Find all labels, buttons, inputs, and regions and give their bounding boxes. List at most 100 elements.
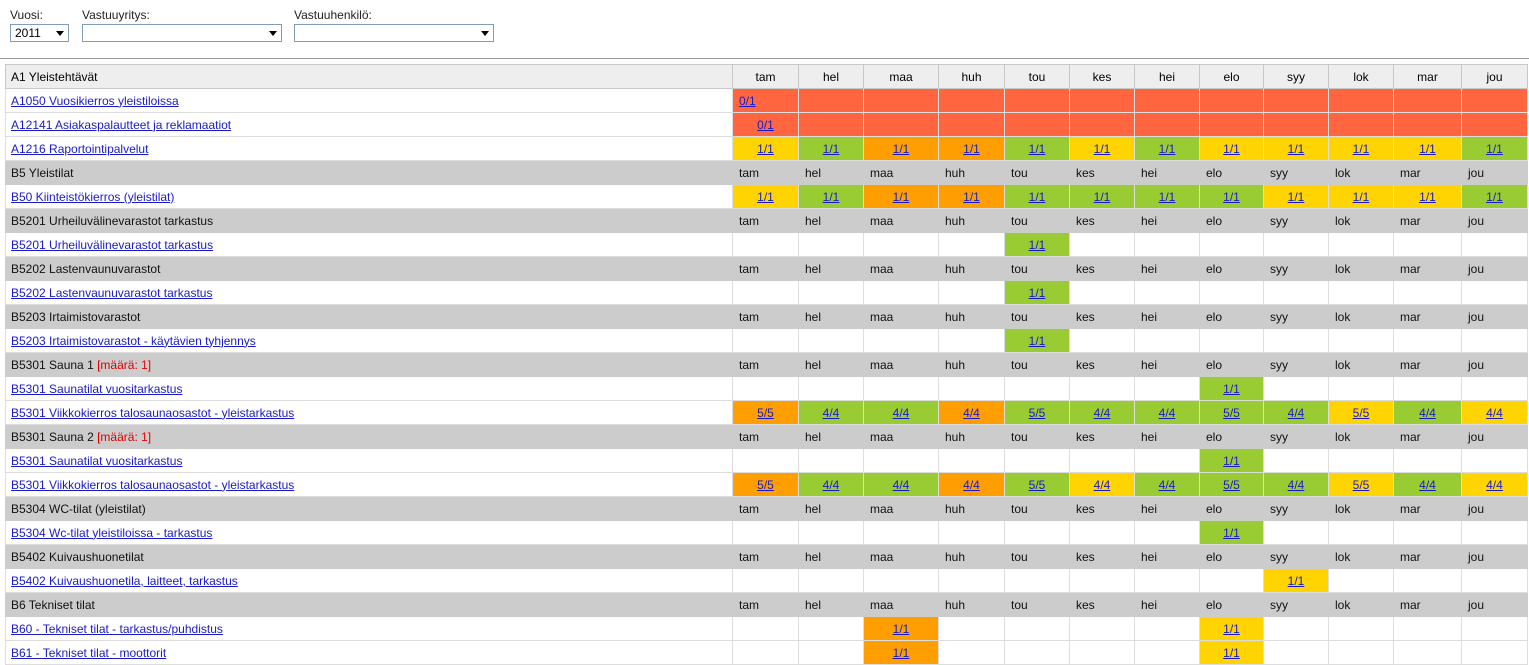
month-header-hei: hei [1134,160,1200,185]
status-link[interactable]: 1/1 [963,141,980,156]
status-link[interactable]: 1/1 [1486,189,1503,204]
status-link[interactable]: 1/1 [757,189,774,204]
month-cell-jou [1461,616,1528,641]
status-link[interactable]: 4/4 [963,477,980,492]
status-link[interactable]: 0/1 [757,117,774,132]
status-link[interactable]: 1/1 [963,189,980,204]
status-link[interactable]: 1/1 [892,189,910,204]
status-link[interactable]: 1/1 [1419,141,1436,156]
status-link[interactable]: 1/1 [757,141,774,156]
status-link[interactable]: 4/4 [1486,405,1503,420]
status-link[interactable]: 1/1 [1352,189,1370,204]
month-cell-syy [1263,280,1329,305]
status-link[interactable]: 4/4 [1158,405,1176,420]
status-link[interactable]: 1/1 [1223,141,1240,156]
year-label: Vuosi: [10,8,43,22]
month-cell-jou [1461,448,1528,473]
month-cell-tam [732,448,799,473]
status-link[interactable]: 1/1 [1028,189,1046,204]
task-link[interactable]: B61 - Tekniset tilat - moottorit [11,645,167,660]
task-link[interactable]: A1216 Raportointipalvelut [11,141,149,156]
status-link[interactable]: 1/1 [892,645,910,660]
status-link[interactable]: 5/5 [1223,405,1240,420]
status-link[interactable]: 5/5 [1352,477,1370,492]
status-link[interactable]: 1/1 [1093,189,1111,204]
month-header-lok: lok [1328,424,1394,449]
quantity-badge: [määrä: 1] [97,429,152,444]
status-link[interactable]: 1/1 [1028,237,1046,252]
status-link[interactable]: 1/1 [1223,381,1240,396]
task-link[interactable]: B50 Kiinteistökierros (yleistilat) [11,189,175,204]
task-row: B5304 Wc-tilat yleistiloissa - tarkastus… [5,520,1528,545]
status-link[interactable]: 4/4 [1287,405,1305,420]
status-link[interactable]: 4/4 [1158,477,1176,492]
task-link[interactable]: B5301 Viikkokierros talosaunaosastot - y… [11,477,295,492]
status-link[interactable]: 1/1 [822,141,840,156]
status-link[interactable]: 1/1 [1028,141,1046,156]
task-link[interactable]: B60 - Tekniset tilat - tarkastus/puhdist… [11,621,223,636]
status-link[interactable]: 4/4 [892,477,910,492]
status-link[interactable]: 1/1 [822,189,840,204]
task-link[interactable]: A12141 Asiakaspalautteet ja reklamaatiot [11,117,232,132]
status-link[interactable]: 4/4 [1419,405,1436,420]
status-link[interactable]: 4/4 [1419,477,1436,492]
section-title: B5201 Urheiluvälinevarastot tarkastus [5,208,733,233]
task-link[interactable]: B5301 Saunatilat vuositarkastus [11,453,183,468]
month-cell-tou: 1/1 [1004,232,1070,257]
status-link[interactable]: 1/1 [1223,525,1240,540]
status-link[interactable]: 1/1 [1223,645,1240,660]
status-link[interactable]: 4/4 [963,405,980,420]
status-link[interactable]: 5/5 [1028,477,1046,492]
task-row: A12141 Asiakaspalautteet ja reklamaatiot… [5,112,1528,137]
status-link[interactable]: 5/5 [757,477,774,492]
status-link[interactable]: 1/1 [1287,141,1305,156]
month-cell-hei: 1/1 [1134,136,1200,161]
status-link[interactable]: 4/4 [822,477,840,492]
task-link[interactable]: B5402 Kuivaushuonetila, laitteet, tarkas… [11,573,238,588]
month-header-lok: lok [1328,160,1394,185]
status-link[interactable]: 1/1 [1352,141,1370,156]
month-label: elo [1206,501,1223,516]
status-link[interactable]: 1/1 [1158,189,1176,204]
status-link[interactable]: 1/1 [892,141,910,156]
status-link[interactable]: 1/1 [1287,573,1305,588]
status-link[interactable]: 1/1 [1028,333,1046,348]
status-link[interactable]: 0/1 [739,93,756,108]
month-cell-syy: 1/1 [1263,568,1329,593]
status-link[interactable]: 4/4 [1486,477,1503,492]
status-link[interactable]: 4/4 [822,405,840,420]
status-link[interactable]: 1/1 [1287,189,1305,204]
task-link[interactable]: B5201 Urheiluvälinevarastot tarkastus [11,237,214,252]
status-link[interactable]: 5/5 [1352,405,1370,420]
status-link[interactable]: 1/1 [1093,141,1111,156]
status-link[interactable]: 1/1 [892,621,910,636]
status-link[interactable]: 4/4 [1093,405,1111,420]
status-link[interactable]: 4/4 [892,405,910,420]
status-link[interactable]: 4/4 [1287,477,1305,492]
task-row: B61 - Tekniset tilat - moottorit 1/1 1/1 [5,640,1528,665]
status-link[interactable]: 1/1 [1223,453,1240,468]
task-link[interactable]: B5203 Irtaimistovarastot - käytävien tyh… [11,333,256,348]
status-link[interactable]: 1/1 [1158,141,1176,156]
status-link[interactable]: 5/5 [1028,405,1046,420]
status-link[interactable]: 5/5 [1223,477,1240,492]
task-link[interactable]: A1050 Vuosikierros yleistiloissa [11,93,179,108]
status-link[interactable]: 1/1 [1028,285,1046,300]
person-select[interactable] [294,24,494,42]
task-link[interactable]: B5304 Wc-tilat yleistiloissa - tarkastus [11,525,213,540]
status-link[interactable]: 1/1 [1419,189,1436,204]
status-link[interactable]: 1/1 [1486,141,1503,156]
status-link[interactable]: 1/1 [1223,621,1240,636]
year-select[interactable]: 2011 [10,24,69,42]
task-link[interactable]: B5301 Saunatilat vuositarkastus [11,381,183,396]
status-link[interactable]: 5/5 [757,405,774,420]
company-select[interactable] [82,24,282,42]
task-link[interactable]: B5202 Lastenvaunuvarastot tarkastus [11,285,213,300]
month-header-syy: syy [1263,496,1329,521]
status-link[interactable]: 1/1 [1223,189,1240,204]
month-label: jou [1468,597,1485,612]
status-link[interactable]: 4/4 [1093,477,1111,492]
section-title-text: B6 Tekniset tilat [11,597,95,612]
task-link[interactable]: B5301 Viikkokierros talosaunaosastot - y… [11,405,295,420]
month-label: lok [1335,165,1351,180]
